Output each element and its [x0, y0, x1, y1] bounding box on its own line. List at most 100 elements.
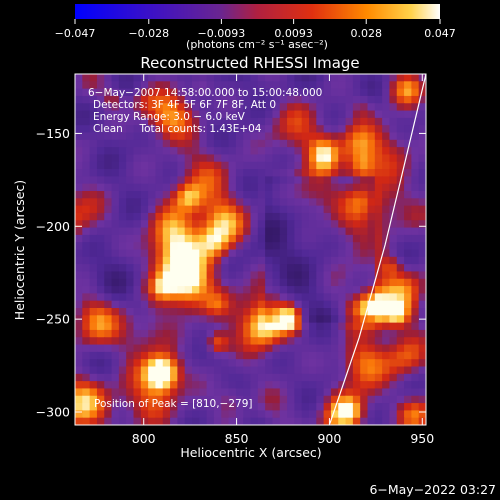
heatmap-cell [279, 242, 288, 251]
heatmap-cell [404, 359, 412, 368]
heatmap-cell [192, 220, 200, 229]
heatmap-cell [89, 249, 98, 258]
heatmap-cell [360, 395, 369, 404]
heatmap-cell [140, 410, 149, 419]
heatmap-cell [111, 308, 120, 316]
heatmap-cell [330, 139, 339, 148]
heatmap-cell [367, 300, 376, 309]
heatmap-cell [75, 344, 83, 353]
heatmap-cell [192, 344, 200, 353]
heatmap-cell [367, 278, 376, 287]
heatmap-cell [279, 169, 288, 177]
heatmap-cell [96, 147, 105, 156]
heatmap-cell [396, 329, 405, 338]
heatmap-cell [316, 322, 325, 331]
heatmap-cell [96, 403, 105, 411]
heatmap-cell [206, 117, 215, 126]
heatmap-cell [309, 264, 317, 273]
heatmap-cell [309, 95, 317, 104]
heatmap-cell [228, 110, 237, 119]
heatmap-cell [272, 395, 281, 404]
heatmap-cell [155, 315, 164, 324]
heatmap-cell [118, 147, 127, 156]
heatmap-cell [265, 81, 274, 90]
heatmap-cell [309, 256, 317, 265]
heatmap-cell [148, 278, 157, 287]
heatmap-cell [309, 322, 317, 331]
heatmap-cell [323, 256, 332, 265]
heatmap-cell [287, 381, 295, 390]
heatmap-cell [360, 264, 369, 273]
heatmap-cell [177, 249, 186, 258]
heatmap-cell [352, 308, 361, 316]
heatmap-cell [338, 410, 347, 419]
heatmap-cell [243, 286, 252, 294]
heatmap-cell [148, 315, 157, 324]
heatmap-cell [111, 125, 120, 134]
heatmap-cell [221, 366, 230, 375]
heatmap-cell [272, 169, 281, 177]
heatmap-cell [192, 205, 200, 214]
heatmap-cell [228, 315, 237, 324]
heatmap-cell [367, 117, 376, 126]
heatmap-cell [96, 315, 105, 324]
heatmap-cell [309, 286, 317, 294]
heatmap-cell [148, 344, 157, 353]
heatmap-cell [89, 183, 98, 192]
heatmap-cell [82, 125, 91, 134]
heatmap-cell [126, 132, 135, 141]
heatmap-cell [294, 117, 303, 126]
heatmap-cell [404, 220, 412, 229]
heatmap-cell [111, 212, 120, 221]
heatmap-cell [257, 242, 266, 251]
heatmap-cell [367, 373, 376, 382]
heatmap-cell [287, 315, 295, 324]
heatmap-cell [338, 242, 347, 251]
heatmap-cell [294, 359, 303, 368]
heatmap-cell [382, 329, 391, 338]
heatmap-cell [118, 191, 127, 199]
heatmap-cell [206, 373, 215, 382]
heatmap-cell [148, 351, 157, 360]
heatmap-cell [360, 125, 369, 134]
heatmap-cell [279, 395, 288, 404]
heatmap-cell [279, 220, 288, 229]
heatmap-cell [228, 417, 237, 425]
heatmap-cell [199, 249, 208, 258]
heatmap-cell [75, 125, 83, 134]
heatmap-cell [89, 410, 98, 419]
heatmap-cell [250, 293, 259, 302]
heatmap-cell [243, 161, 252, 170]
heatmap-cell [162, 264, 171, 273]
heatmap-cell [192, 110, 200, 119]
heatmap-cell [316, 95, 325, 104]
heatmap-cell [133, 403, 142, 411]
heatmap-cell [75, 264, 83, 273]
heatmap-cell [404, 74, 412, 82]
heatmap-cell [250, 381, 259, 390]
heatmap-cell [140, 344, 149, 353]
heatmap-cell [287, 271, 295, 280]
heatmap-cell [389, 169, 398, 177]
heatmap-cell [170, 300, 178, 309]
heatmap-cell [82, 191, 91, 199]
heatmap-cell [96, 381, 105, 390]
heatmap-cell [352, 176, 361, 185]
heatmap-cell [184, 278, 193, 287]
heatmap-cell [404, 351, 412, 360]
heatmap-cell [396, 191, 405, 199]
heatmap-cell [155, 125, 164, 134]
heatmap-cell [360, 242, 369, 251]
heatmap-cell [177, 373, 186, 382]
heatmap-cell [352, 154, 361, 163]
heatmap-cell [389, 176, 398, 185]
heatmap-cell [199, 315, 208, 324]
heatmap-cell [162, 337, 171, 346]
heatmap-cell [199, 132, 208, 141]
heatmap-cell [104, 271, 113, 280]
heatmap-cell [206, 264, 215, 273]
heatmap-cell [221, 264, 230, 273]
heatmap-cell [411, 322, 420, 331]
heatmap-cell [411, 381, 420, 390]
heatmap-cell [104, 403, 113, 411]
